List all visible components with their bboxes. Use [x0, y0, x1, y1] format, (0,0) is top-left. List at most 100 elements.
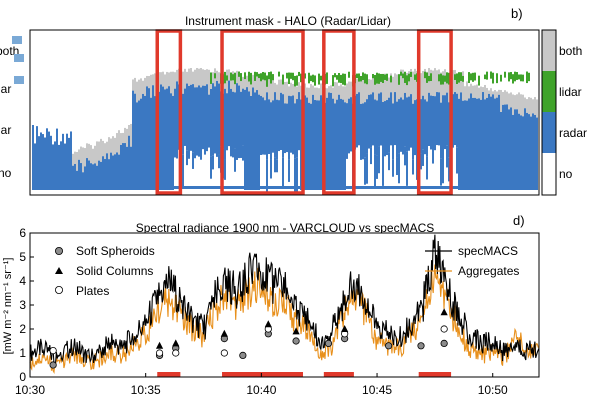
mask-cell-both: [388, 77, 390, 98]
mask-cell-both: [432, 70, 434, 96]
mask-cell-radar: [426, 186, 428, 189]
mask-cell-radar: [386, 100, 388, 156]
mask-cell-radar: [230, 88, 232, 157]
mask-cell-both: [206, 69, 208, 85]
mask-cell-radar: [470, 186, 472, 189]
mask-cell-lidar: [428, 75, 430, 82]
radiance-x-ticks: 10:30 10:35 10:40 10:45 10:50: [15, 373, 508, 397]
mask-cell-both: [256, 74, 258, 91]
mask-cell-radar: [226, 186, 228, 189]
mask-cell-radar: [282, 157, 284, 189]
mask-cell-radar: [132, 90, 134, 190]
mask-cell-radar: [444, 95, 446, 150]
mask-cell-both: [102, 140, 104, 157]
mask-cell-lidar: [384, 74, 386, 80]
mask-cell-radar: [448, 102, 450, 158]
mask-cell-both: [192, 71, 194, 85]
mask-cell-radar: [48, 131, 50, 190]
mask-cell-radar: [194, 87, 196, 159]
legend-label-specmacs: specMACS: [458, 244, 518, 258]
mask-cell-radar: [206, 186, 208, 189]
mask-cell-lidar: [374, 74, 376, 85]
mask-cell-both: [318, 88, 320, 101]
mask-cell-both: [94, 145, 96, 164]
mask-cell-both: [274, 82, 276, 93]
mask-cell-radar: [464, 186, 466, 189]
mask-cell-both: [530, 97, 532, 117]
mask-cell-radar: [232, 186, 234, 189]
mask-cell-lidar: [278, 71, 280, 77]
mask-cell-both: [266, 82, 268, 93]
mask-cell-radar: [492, 94, 494, 190]
mask-cell-both: [98, 141, 100, 161]
mask-cell-radar: [136, 186, 138, 189]
mask-cell-radar: [308, 186, 310, 189]
mask-cell-lidar: [238, 71, 240, 77]
mask-cell-both: [486, 87, 488, 98]
left-edge-swatch: [12, 36, 22, 44]
mask-cell-lidar: [226, 75, 228, 81]
mask-cell-both: [378, 78, 380, 94]
mask-cell-radar: [60, 186, 62, 189]
mask-cell-both: [162, 71, 164, 87]
mask-cell-radar: [428, 92, 430, 146]
mask-cell-radar: [356, 186, 358, 189]
mask-cell-radar: [166, 88, 168, 190]
mask-cell-radar: [528, 186, 530, 189]
mask-cell-radar: [104, 186, 106, 189]
mask-cell-radar: [108, 159, 110, 190]
mask-cell-lidar: [474, 72, 476, 81]
mask-cell-lidar: [362, 72, 364, 81]
mask-cell-both: [146, 75, 148, 87]
mask-cell-lidar: [456, 73, 458, 84]
mask-cell-both: [340, 84, 342, 99]
mask-cell-both: [104, 143, 106, 159]
mask-cell-radar: [448, 186, 450, 189]
mask-cell-radar: [296, 157, 298, 193]
mask-cell-lidar: [400, 71, 402, 76]
mask-cell-radar: [32, 125, 34, 190]
mask-cell-radar: [98, 186, 100, 189]
mask-cell-radar: [36, 126, 38, 190]
mask-cell-radar: [532, 113, 534, 190]
mask-cell-radar: [276, 159, 278, 173]
mask-cell-radar: [242, 88, 244, 146]
mask-cell-radar: [38, 186, 40, 189]
left-edge-swatch: [14, 54, 24, 62]
mask-highlight-window: [322, 29, 356, 195]
mask-cell-radar: [262, 186, 264, 189]
mask-cell-both: [232, 71, 234, 92]
mask-cell-both: [90, 145, 92, 164]
mask-cell-radar: [294, 103, 296, 159]
mask-cell-radar: [186, 83, 188, 151]
mask-cell-both: [126, 128, 128, 147]
mask-cell-both: [170, 71, 172, 94]
radiance-plot: 0 1 2 3 4 5 6 10:30 10:35 10:40 10:45 10:50: [15, 226, 540, 397]
mask-cell-radar: [286, 103, 288, 153]
mask-cell-radar: [146, 186, 148, 189]
mask-cell-lidar: [440, 73, 442, 85]
mask-cell-both: [140, 78, 142, 99]
mask-cell-radar: [114, 154, 116, 190]
mask-cell-radar: [526, 112, 528, 190]
mask-cell-radar: [372, 186, 374, 189]
mask-cell-radar: [504, 104, 506, 190]
colorbar-no: [542, 153, 556, 195]
mask-cell-both: [518, 92, 520, 114]
mask-cell-both: [290, 82, 292, 97]
mask-cell-lidar: [446, 72, 448, 84]
mask-cell-lidar: [414, 74, 416, 80]
mask-cell-lidar: [296, 75, 298, 86]
mask-cell-both: [254, 77, 256, 93]
mask-cell-radar: [84, 186, 86, 189]
mask-cell-both: [184, 68, 186, 89]
mask-cell-radar: [242, 145, 244, 161]
mask-cell-radar: [536, 186, 538, 189]
mask-cell-both: [534, 97, 536, 115]
mask-cell-radar: [456, 186, 458, 189]
mask-cell-radar: [410, 94, 412, 148]
mask-cell-radar: [476, 98, 478, 190]
mask-cell-lidar: [486, 71, 488, 80]
mask-cell-both: [294, 86, 296, 104]
mask-cell-both: [484, 84, 486, 100]
